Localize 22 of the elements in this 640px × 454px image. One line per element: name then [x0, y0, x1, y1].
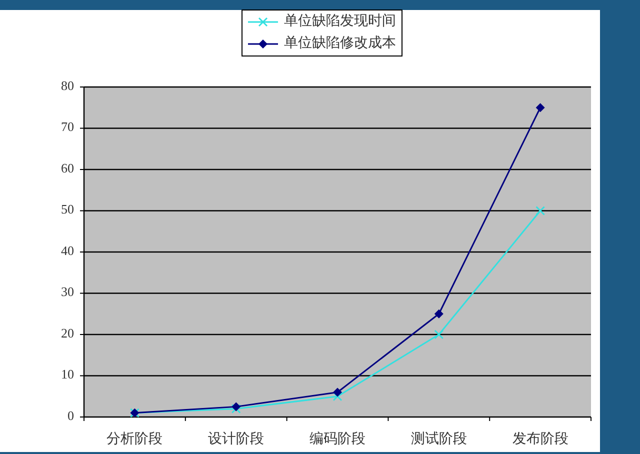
legend-label: 单位缺陷修改成本 — [284, 35, 396, 52]
point — [333, 388, 342, 397]
point — [434, 330, 444, 340]
legend-label: 单位缺陷发现时间 — [284, 13, 396, 30]
y-tick-label: 10 — [61, 366, 74, 382]
y-tick-label: 20 — [61, 325, 74, 340]
point — [536, 103, 545, 112]
y-tick-label: 50 — [61, 202, 74, 217]
y-tick-label: 70 — [61, 119, 74, 134]
x-tick-label: 测试阶段 — [410, 431, 467, 447]
y-tick-label: 40 — [61, 242, 74, 258]
point — [332, 392, 342, 402]
point — [536, 206, 546, 216]
x-tick-label: 设计阶段 — [208, 431, 264, 447]
y-tick-label: 60 — [61, 160, 74, 176]
y-tick-label: 80 — [61, 78, 74, 93]
x-tick-label: 发布阶段 — [512, 431, 568, 447]
x-tick-label: 编码阶段 — [310, 431, 366, 447]
y-tick-label: 30 — [61, 284, 74, 300]
x-tick-label: 分析阶段 — [106, 431, 163, 447]
point — [434, 309, 444, 318]
y-tick-label: 0 — [68, 408, 74, 423]
